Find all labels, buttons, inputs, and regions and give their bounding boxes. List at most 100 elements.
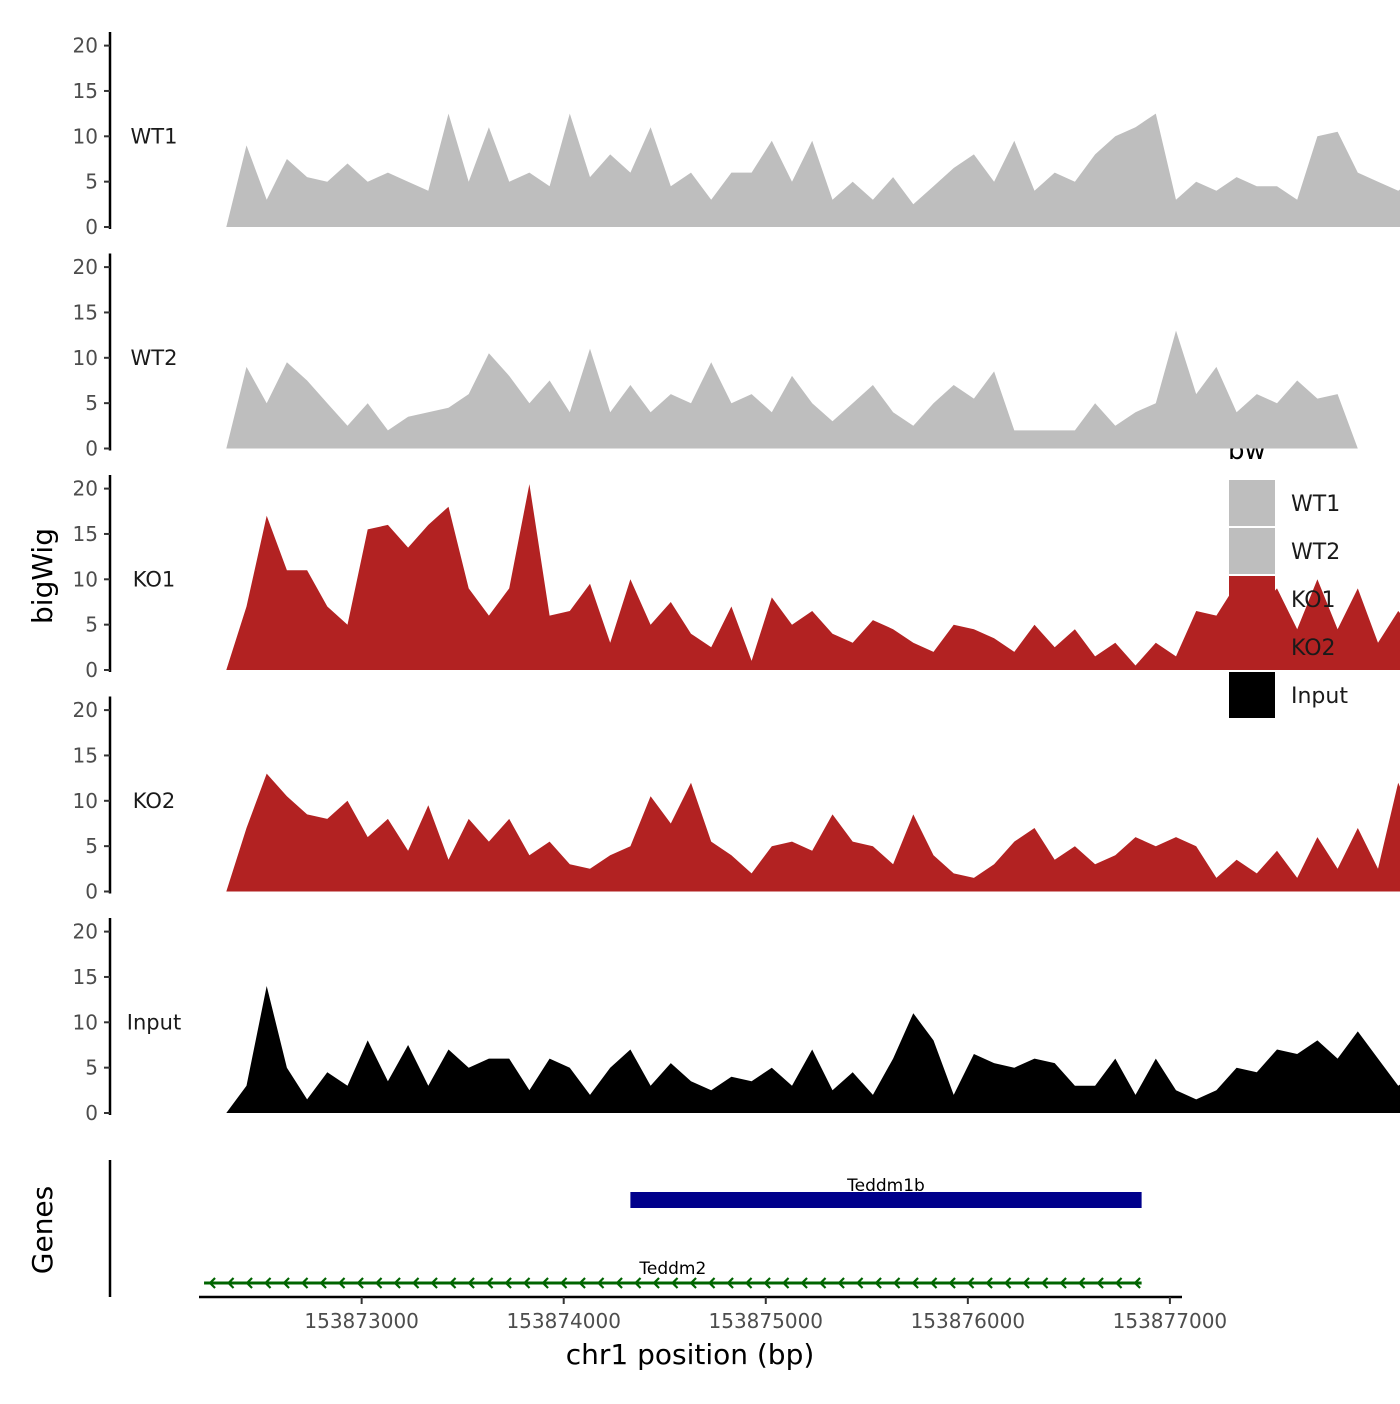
legend-label-ko1: KO1: [1291, 588, 1336, 613]
legend-label-ko2: KO2: [1291, 636, 1336, 661]
strand-arrow: [1096, 1277, 1104, 1289]
legend-swatch-input: [1229, 672, 1275, 718]
y-tick-label: 5: [85, 391, 98, 415]
area-series-ko1: [226, 484, 1400, 670]
strand-arrow: [263, 1277, 272, 1289]
track-label-ko1: KO1: [133, 567, 176, 591]
x-tick-label: 153876000: [911, 1309, 1026, 1333]
strand-arrow: [889, 1194, 897, 1206]
strand-arrow: [1059, 1277, 1067, 1289]
y-tick-label: 15: [73, 300, 98, 324]
track-label-wt1: WT1: [131, 124, 178, 148]
y-tick-label: 10: [73, 1010, 98, 1034]
strand-arrow: [874, 1277, 882, 1289]
strand-arrow: [985, 1277, 993, 1289]
strand-arrow: [778, 1194, 786, 1206]
strand-arrow: [356, 1277, 364, 1289]
strand-arrow: [208, 1277, 216, 1289]
y-tick-label: 20: [73, 698, 98, 722]
y-tick-label: 20: [73, 920, 98, 944]
y-tick-label: 15: [73, 743, 98, 767]
strand-arrow: [689, 1277, 697, 1289]
strand-arrow: [485, 1277, 494, 1289]
strand-arrow: [430, 1277, 438, 1289]
y-tick-label: 5: [85, 1056, 98, 1080]
strand-arrow: [741, 1194, 749, 1206]
strand-arrow: [1111, 1194, 1119, 1206]
strand-arrow: [800, 1277, 808, 1289]
strand-arrow: [541, 1277, 549, 1289]
strand-arrow: [411, 1277, 420, 1289]
strand-arrow: [1093, 1194, 1101, 1206]
y-tick-label: 10: [73, 567, 98, 591]
track-label-wt2: WT2: [131, 346, 178, 370]
strand-arrow: [393, 1277, 401, 1289]
legend-swatch-wt2: [1229, 528, 1275, 574]
x-tick-label: 153877000: [1113, 1309, 1228, 1333]
legend-swatch-ko2: [1229, 624, 1275, 670]
strand-arrow: [282, 1277, 290, 1289]
strand-arrow: [374, 1277, 383, 1289]
strand-arrow: [744, 1277, 753, 1289]
strand-arrow: [837, 1277, 845, 1289]
y-tick-label: 5: [85, 834, 98, 858]
strand-arrow: [337, 1277, 346, 1289]
y-tick-label: 0: [85, 1101, 98, 1125]
strand-arrow: [1037, 1194, 1045, 1206]
strand-arrow: [834, 1194, 842, 1206]
x-axis-title: chr1 position (bp): [566, 1338, 815, 1371]
strand-arrow: [815, 1194, 823, 1206]
strand-arrow: [630, 1194, 638, 1206]
strand-arrow: [504, 1277, 512, 1289]
strand-arrow: [1056, 1194, 1064, 1206]
strand-arrow: [948, 1277, 956, 1289]
strand-arrow: [1003, 1277, 1012, 1289]
y-axis-title: bigWig: [26, 528, 59, 624]
y-tick-label: 15: [73, 79, 98, 103]
strand-arrow: [797, 1194, 805, 1206]
area-series-wt1: [226, 113, 1400, 227]
strand-arrow: [911, 1277, 919, 1289]
strand-arrow: [871, 1194, 879, 1206]
area-series-ko2: [226, 773, 1400, 892]
x-tick-label: 153874000: [506, 1309, 621, 1333]
strand-arrow: [982, 1194, 990, 1206]
gene-label-teddm1b: Teddm1b: [846, 1176, 925, 1196]
strand-arrow: [760, 1194, 768, 1206]
strand-arrow: [929, 1277, 938, 1289]
strand-arrow: [1040, 1277, 1049, 1289]
strand-arrow: [1133, 1277, 1141, 1289]
strand-arrow: [763, 1277, 771, 1289]
strand-arrow: [1000, 1194, 1008, 1206]
x-tick-label: 153875000: [709, 1309, 824, 1333]
strand-arrow: [319, 1277, 327, 1289]
strand-arrow: [1019, 1194, 1027, 1206]
strand-arrow: [855, 1277, 864, 1289]
strand-arrow: [578, 1277, 586, 1289]
y-tick-label: 0: [85, 215, 98, 239]
strand-arrow: [1114, 1277, 1123, 1289]
strand-arrow: [652, 1277, 660, 1289]
legend-swatch-ko1: [1229, 576, 1275, 622]
strand-arrow: [667, 1194, 675, 1206]
strand-arrow: [945, 1194, 953, 1206]
y-tick-label: 5: [85, 170, 98, 194]
strand-arrow: [1077, 1277, 1086, 1289]
strand-arrow: [966, 1277, 975, 1289]
strand-arrow: [1074, 1194, 1082, 1206]
y-tick-label: 0: [85, 880, 98, 904]
strand-arrow: [892, 1277, 901, 1289]
y-tick-label: 20: [73, 477, 98, 501]
strand-arrow: [686, 1194, 694, 1206]
strand-arrow: [300, 1277, 309, 1289]
strand-arrow: [522, 1277, 531, 1289]
strand-arrow: [670, 1277, 679, 1289]
legend-label-wt2: WT2: [1291, 540, 1340, 565]
track-label-ko2: KO2: [133, 789, 176, 813]
legend-label-wt1: WT1: [1291, 492, 1340, 517]
y-tick-label: 10: [73, 789, 98, 813]
strand-arrow: [818, 1277, 827, 1289]
gene-label-teddm2: Teddm2: [638, 1259, 706, 1279]
